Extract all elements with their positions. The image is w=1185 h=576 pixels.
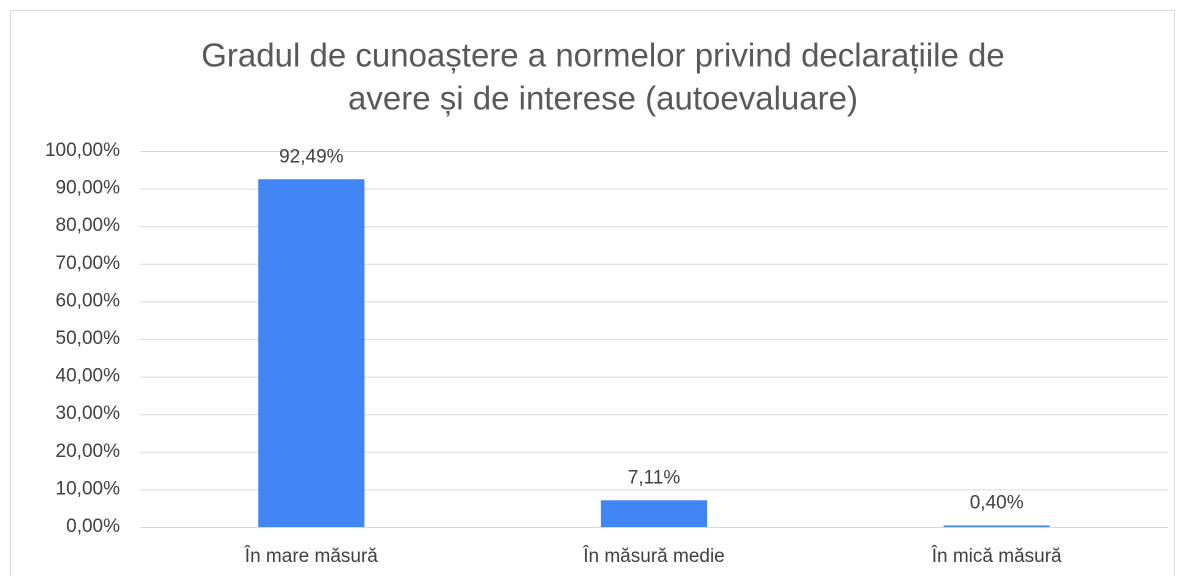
chart-title: avere și de interese (autoevaluare) bbox=[348, 80, 858, 117]
x-tick-label: În mică măsură bbox=[931, 545, 1062, 567]
y-tick-label: 100,00% bbox=[45, 140, 120, 161]
bar bbox=[258, 179, 365, 527]
y-tick-label: 40,00% bbox=[56, 366, 121, 387]
bar bbox=[600, 500, 708, 527]
y-tick-label: 20,00% bbox=[56, 441, 121, 462]
data-label: 92,49% bbox=[279, 146, 344, 167]
bar bbox=[943, 525, 1050, 527]
data-label: 0,40% bbox=[970, 493, 1024, 514]
y-tick-label: 50,00% bbox=[56, 328, 121, 349]
y-tick-label: 70,00% bbox=[56, 253, 121, 274]
x-tick-label: În mare măsură bbox=[244, 545, 378, 567]
data-label: 7,11% bbox=[628, 467, 681, 488]
y-tick-label: 10,00% bbox=[56, 478, 121, 499]
chart-title: Gradul de cunoaștere a normelor privind … bbox=[201, 37, 1004, 74]
y-tick-label: 30,00% bbox=[56, 403, 121, 424]
y-tick-label: 0,00% bbox=[66, 516, 120, 537]
chart-border bbox=[10, 10, 1175, 576]
x-tick-label: În măsură medie bbox=[582, 545, 725, 567]
y-tick-label: 80,00% bbox=[56, 215, 121, 236]
y-tick-label: 90,00% bbox=[56, 178, 121, 199]
y-tick-label: 60,00% bbox=[56, 290, 121, 311]
